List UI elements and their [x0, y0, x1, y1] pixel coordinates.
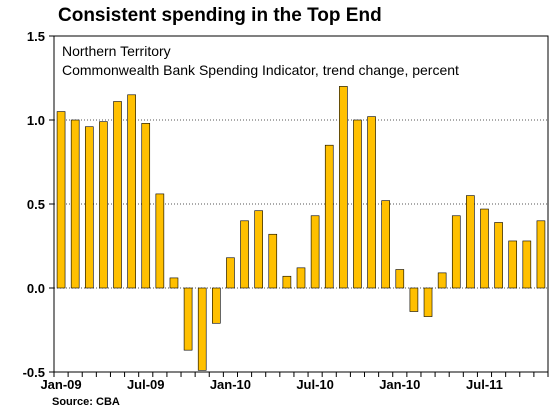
- bar: [395, 269, 405, 289]
- x-tick-label: Jul-11: [466, 377, 503, 392]
- y-tick-label: 1.5: [27, 29, 45, 44]
- x-tick-label: Jan-10: [379, 377, 420, 392]
- bar: [84, 126, 94, 289]
- bar: [310, 215, 320, 289]
- bar: [141, 123, 151, 289]
- bar: [254, 210, 263, 289]
- bar: [197, 287, 207, 371]
- x-tick-label: Jan-09: [40, 377, 81, 392]
- bar: [494, 222, 503, 289]
- bar: [437, 272, 447, 289]
- bar: [282, 275, 292, 289]
- bar: [56, 111, 66, 289]
- bar: [522, 240, 532, 289]
- bar: [339, 86, 348, 289]
- bar: [155, 193, 165, 289]
- bar: [367, 116, 376, 289]
- bar: [70, 119, 80, 289]
- x-tick-label: Jan-10: [210, 377, 251, 392]
- y-tick-label: 1.0: [27, 113, 45, 128]
- y-tick-label: -0.5: [23, 365, 45, 380]
- bar: [169, 277, 179, 289]
- x-tick-label: Jul-10: [296, 377, 334, 392]
- subtitle-line-1: Northern Territory: [62, 43, 171, 59]
- bar: [296, 267, 306, 289]
- bar: [127, 94, 136, 289]
- bar: [226, 257, 235, 289]
- bar: [508, 240, 518, 289]
- bar: [451, 215, 461, 289]
- source-note: Source: CBA: [52, 396, 120, 408]
- subtitle-line-2: Commonwealth Bank Spending Indicator, tr…: [62, 62, 459, 78]
- y-tick-label: 0.5: [27, 197, 45, 212]
- y-tick-label: 0.0: [27, 281, 45, 296]
- x-tick-label: Jul-09: [127, 377, 165, 392]
- bar: [409, 287, 419, 312]
- bar: [324, 144, 334, 289]
- bar: [536, 220, 546, 289]
- bar: [183, 287, 193, 351]
- chart-title: Consistent spending in the Top End: [58, 5, 382, 26]
- bar: [268, 233, 278, 289]
- bar: [466, 195, 475, 289]
- bar: [212, 287, 221, 324]
- bar: [381, 200, 390, 289]
- bar: [480, 208, 489, 289]
- bar: [240, 220, 249, 289]
- bar: [353, 119, 362, 289]
- bar: [113, 101, 122, 289]
- bar: [423, 287, 433, 317]
- bar: [99, 121, 108, 289]
